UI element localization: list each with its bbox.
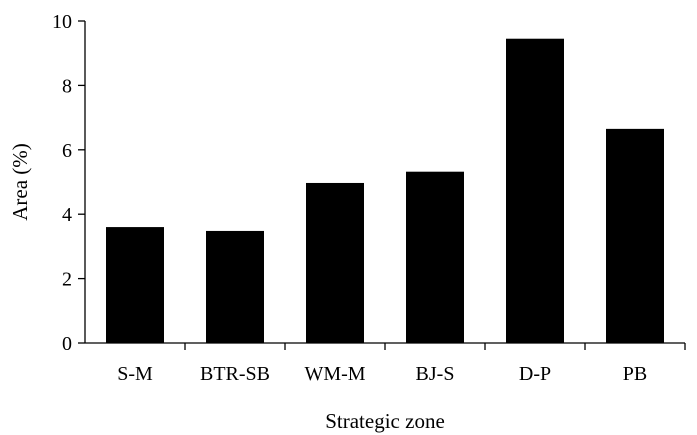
y-tick-label-4: 4 bbox=[62, 204, 72, 226]
bar-btr-sb bbox=[206, 230, 264, 343]
x-tick-label-wm-m: WM-M bbox=[304, 363, 365, 385]
bar-pb bbox=[606, 128, 664, 343]
bar-d-p bbox=[506, 38, 564, 344]
x-tick-label-pb: PB bbox=[623, 363, 647, 385]
y-tick-label-0: 0 bbox=[62, 333, 72, 355]
bar-bj-s bbox=[406, 171, 464, 343]
y-axis-tick-labels: 0 2 4 6 8 10 bbox=[52, 11, 72, 355]
bar-wm-m bbox=[306, 182, 364, 343]
y-tick-label-2: 2 bbox=[62, 269, 72, 291]
bar-s-m bbox=[106, 227, 164, 343]
y-tick-label-8: 8 bbox=[62, 75, 72, 97]
y-tick-label-10: 10 bbox=[52, 11, 72, 33]
x-tick-label-d-p: D-P bbox=[519, 363, 551, 385]
x-tick-label-bj-s: BJ-S bbox=[416, 363, 455, 385]
y-axis-title: Area (%) bbox=[8, 143, 32, 221]
x-axis-title: Strategic zone bbox=[325, 409, 445, 433]
x-axis-ticks bbox=[184, 343, 686, 350]
x-tick-label-s-m: S-M bbox=[117, 363, 153, 385]
bars bbox=[106, 38, 664, 344]
x-tick-label-btr-sb: BTR-SB bbox=[200, 363, 270, 385]
y-axis-ticks bbox=[78, 20, 85, 344]
y-tick-label-6: 6 bbox=[62, 140, 72, 162]
x-axis-tick-labels: S-M BTR-SB WM-M BJ-S D-P PB bbox=[117, 363, 647, 385]
